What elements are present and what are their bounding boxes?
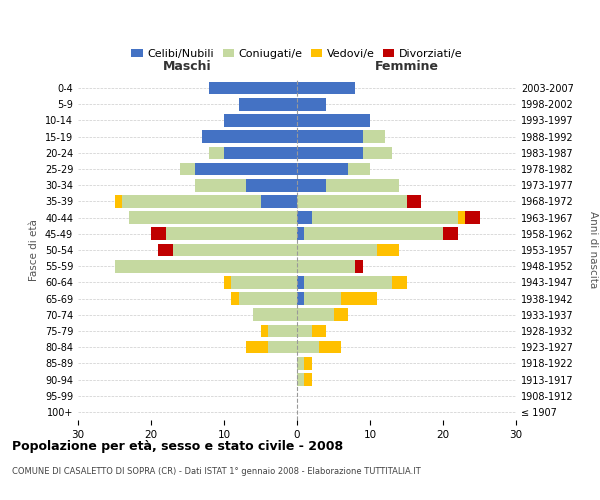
Bar (304, 276, 392, 288)
Bar (268, 324, 297, 338)
Bar (341, 292, 377, 305)
Bar (239, 98, 297, 110)
Bar (304, 228, 443, 240)
Bar (297, 308, 334, 321)
Bar (392, 276, 407, 288)
Bar (209, 82, 297, 94)
Bar (297, 162, 348, 175)
Bar (326, 179, 399, 192)
Bar (297, 195, 407, 207)
Bar (297, 341, 319, 353)
Y-axis label: Anni di nascita: Anni di nascita (587, 212, 598, 288)
Bar (348, 162, 370, 175)
Bar (297, 114, 370, 127)
Text: Femmine: Femmine (374, 60, 439, 73)
Bar (297, 324, 311, 338)
Bar (297, 260, 355, 272)
Bar (115, 195, 122, 207)
Bar (297, 146, 362, 159)
Bar (224, 276, 232, 288)
Bar (297, 228, 304, 240)
Text: Popolazione per età, sesso e stato civile - 2008: Popolazione per età, sesso e stato civil… (12, 440, 343, 453)
Bar (232, 292, 239, 305)
Bar (268, 341, 297, 353)
Bar (465, 212, 479, 224)
Bar (355, 260, 362, 272)
Bar (297, 373, 304, 386)
Text: COMUNE DI CASALETTO DI SOPRA (CR) - Dati ISTAT 1° gennaio 2008 - Elaborazione TU: COMUNE DI CASALETTO DI SOPRA (CR) - Dati… (12, 468, 421, 476)
Bar (166, 228, 297, 240)
Bar (443, 228, 458, 240)
Bar (239, 292, 297, 305)
Bar (334, 308, 348, 321)
Bar (304, 357, 311, 370)
Bar (297, 179, 326, 192)
Bar (297, 357, 304, 370)
Bar (407, 195, 421, 207)
Bar (297, 82, 355, 94)
Bar (246, 341, 268, 353)
Bar (253, 308, 297, 321)
Bar (297, 244, 377, 256)
Y-axis label: Fasce di età: Fasce di età (29, 219, 39, 281)
Text: Maschi: Maschi (163, 60, 212, 73)
Bar (319, 341, 341, 353)
Bar (224, 146, 297, 159)
Bar (458, 212, 465, 224)
Bar (297, 130, 362, 143)
Bar (304, 292, 341, 305)
Bar (151, 228, 166, 240)
Bar (122, 195, 260, 207)
Bar (195, 179, 246, 192)
Bar (297, 276, 304, 288)
Bar (173, 244, 297, 256)
Bar (297, 212, 311, 224)
Bar (260, 324, 268, 338)
Bar (311, 212, 458, 224)
Bar (180, 162, 195, 175)
Bar (246, 179, 297, 192)
Bar (129, 212, 297, 224)
Bar (304, 373, 311, 386)
Bar (209, 146, 224, 159)
Legend: Celibi/Nubili, Coniugati/e, Vedovi/e, Divorziati/e: Celibi/Nubili, Coniugati/e, Vedovi/e, Di… (127, 45, 467, 64)
Bar (297, 98, 326, 110)
Bar (362, 130, 385, 143)
Bar (224, 114, 297, 127)
Bar (297, 292, 304, 305)
Bar (362, 146, 392, 159)
Bar (260, 195, 297, 207)
Bar (195, 162, 297, 175)
Bar (232, 276, 297, 288)
Bar (202, 130, 297, 143)
Bar (311, 324, 326, 338)
Bar (158, 244, 173, 256)
Bar (115, 260, 297, 272)
Bar (377, 244, 399, 256)
